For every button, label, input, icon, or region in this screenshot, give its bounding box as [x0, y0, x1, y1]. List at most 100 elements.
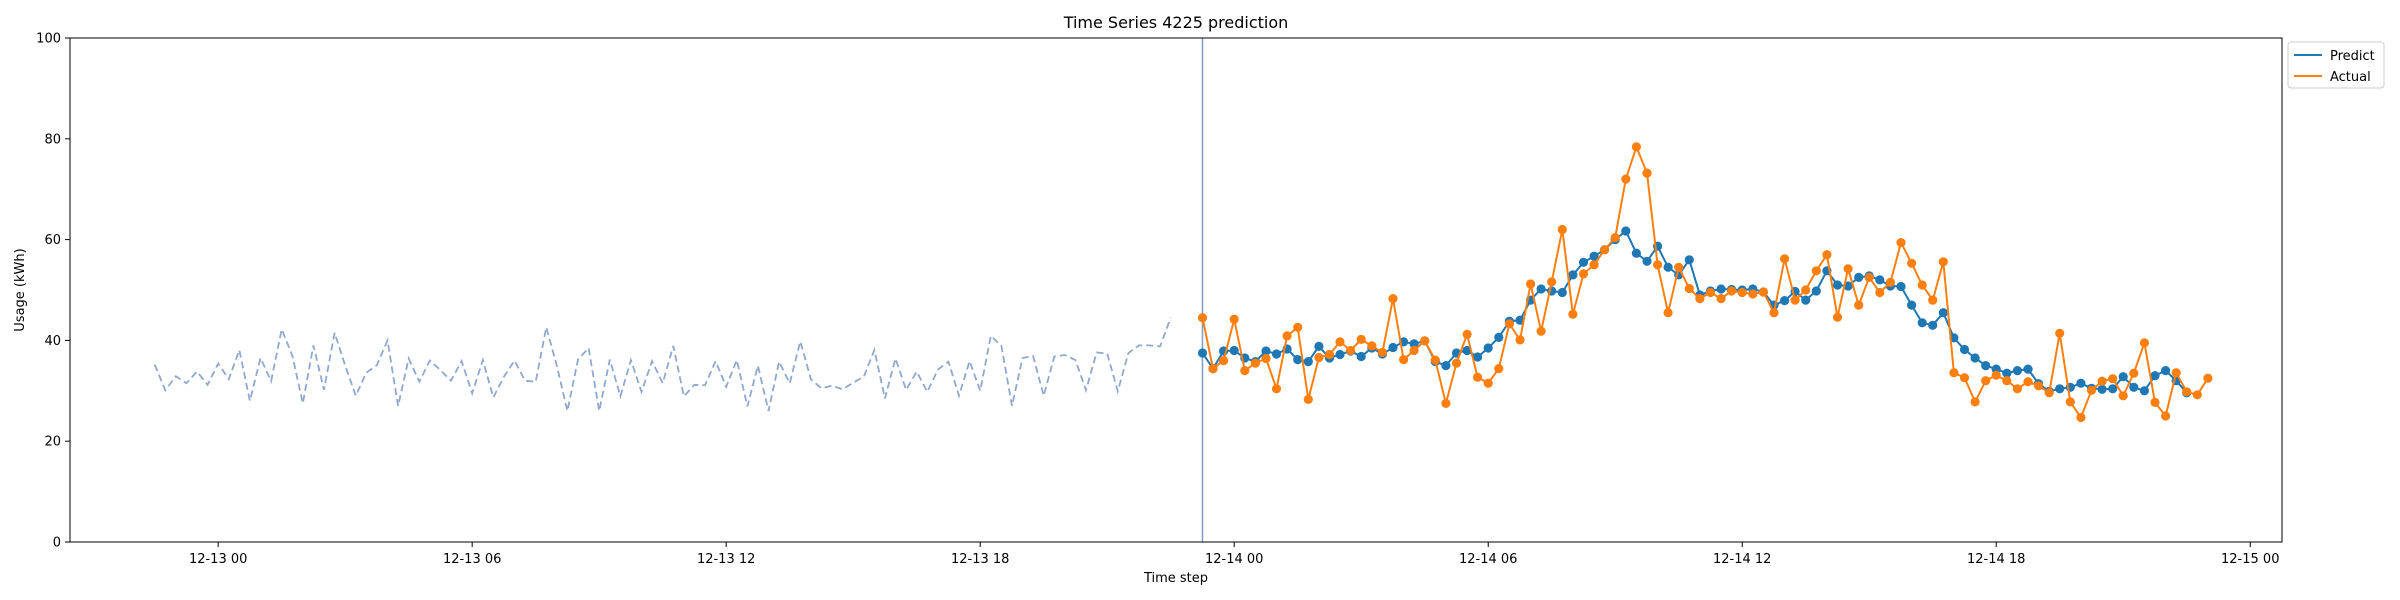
data-point-predict: [1568, 270, 1578, 280]
data-point-actual: [2203, 373, 2213, 383]
data-point-actual: [1261, 353, 1271, 364]
x-tick-label: 12-13 06: [443, 552, 501, 567]
data-point-predict: [1896, 281, 1906, 292]
data-point-predict: [2012, 366, 2022, 376]
data-point-actual: [1293, 322, 1303, 332]
data-point-actual: [1399, 355, 1409, 365]
data-point-actual: [1610, 233, 1620, 243]
data-point-predict: [1663, 262, 1673, 272]
data-point-predict: [1578, 257, 1589, 267]
data-point-actual: [1907, 258, 1917, 268]
data-point-actual: [1409, 345, 1419, 356]
y-axis-label: Usage (kWh): [13, 248, 28, 331]
data-point-actual: [1653, 260, 1663, 270]
data-point-actual: [1494, 364, 1504, 374]
series-actual: [1197, 142, 2213, 423]
data-point-actual: [1483, 378, 1493, 388]
y-tick-label: 60: [44, 233, 61, 248]
data-point-actual: [1854, 300, 1864, 310]
data-point-actual: [1441, 398, 1451, 408]
data-point-predict: [1780, 296, 1790, 306]
y-tick-label: 40: [44, 334, 61, 349]
data-point-actual: [1208, 364, 1218, 374]
data-point-predict: [1314, 341, 1324, 351]
data-point-actual: [1758, 287, 1768, 297]
data-point-actual: [1420, 336, 1430, 346]
data-point-predict: [1716, 284, 1726, 294]
x-tick-label: 12-14 12: [1713, 552, 1771, 567]
data-point-predict: [1621, 226, 1631, 236]
data-point-actual: [1367, 341, 1377, 351]
data-point-predict: [1335, 349, 1345, 360]
data-point-actual: [1589, 260, 1599, 270]
data-point-predict: [1811, 286, 1821, 296]
data-point-actual: [1536, 326, 1546, 336]
data-point-actual: [1271, 384, 1282, 394]
data-point-actual: [1737, 287, 1747, 298]
data-point-actual: [1811, 266, 1821, 276]
data-point-predict: [2055, 384, 2065, 394]
data-point-predict: [1409, 339, 1419, 349]
data-point-actual: [2044, 388, 2054, 398]
data-point-actual: [2192, 390, 2202, 400]
data-point-predict: [1536, 284, 1546, 294]
data-point-predict: [1557, 287, 1567, 298]
data-point-actual: [2012, 384, 2022, 394]
data-point-actual: [1324, 349, 1335, 360]
data-point-predict: [2118, 372, 2128, 382]
data-point-actual: [1451, 358, 1462, 368]
data-point-actual: [1314, 352, 1324, 363]
data-point-actual: [1219, 356, 1229, 366]
data-point-predict: [1494, 332, 1504, 342]
series-line-predict: [1201, 229, 2188, 394]
series-group: [153, 142, 2213, 423]
x-axis: 12-13 00 12-13 06 12-13 12 12-13 18 12-14 00…: [189, 542, 2279, 567]
data-point-predict: [2139, 386, 2149, 396]
data-point-actual: [1578, 269, 1589, 279]
data-point-actual: [1303, 394, 1313, 404]
data-point-actual: [1684, 283, 1694, 294]
data-point-actual: [1504, 319, 1514, 329]
data-point-actual: [1600, 245, 1610, 255]
data-point-actual: [1197, 313, 1208, 323]
data-point-actual: [2055, 328, 2065, 338]
x-tick-label: 12-13 12: [697, 552, 755, 567]
plot-frame: [69, 37, 2283, 543]
legend-label-actual: Actual: [2330, 70, 2371, 85]
data-point-predict: [1928, 320, 1938, 330]
data-point-actual: [2086, 385, 2097, 395]
data-point-actual: [1769, 308, 1779, 318]
data-point-actual: [1462, 329, 1472, 339]
data-point-actual: [1991, 370, 2001, 380]
data-point-actual: [1473, 372, 1483, 382]
data-point-actual: [1526, 279, 1536, 289]
data-point-actual: [1568, 309, 1578, 319]
data-point-actual: [1790, 295, 1800, 305]
data-point-actual: [1981, 376, 1991, 386]
data-point-predict: [1229, 345, 1239, 356]
plot-area: [69, 37, 2283, 543]
data-point-actual: [1250, 358, 1260, 368]
data-point-actual: [1335, 337, 1345, 347]
history-line: [153, 317, 1172, 412]
x-tick-label: 12-14 06: [1459, 552, 1517, 567]
data-point-actual: [2139, 338, 2149, 348]
data-point-predict: [1303, 357, 1313, 367]
data-point-predict: [1970, 353, 1980, 363]
data-point-predict: [1271, 349, 1282, 359]
data-point-predict: [1875, 275, 1885, 285]
data-point-actual: [1896, 238, 1906, 248]
data-point-predict: [1473, 352, 1483, 362]
data-point-actual: [1229, 314, 1239, 324]
data-point-actual: [1928, 295, 1938, 305]
data-point-actual: [2002, 376, 2012, 386]
data-point-actual: [1388, 294, 1398, 304]
data-point-predict: [2161, 366, 2171, 376]
chart-title: Time Series 4225 prediction: [1063, 13, 1289, 32]
data-point-predict: [1631, 248, 1641, 258]
data-point-predict: [1854, 272, 1864, 282]
data-point-actual: [2150, 397, 2160, 407]
data-point-actual: [1282, 331, 1292, 341]
data-point-actual: [1557, 224, 1567, 235]
